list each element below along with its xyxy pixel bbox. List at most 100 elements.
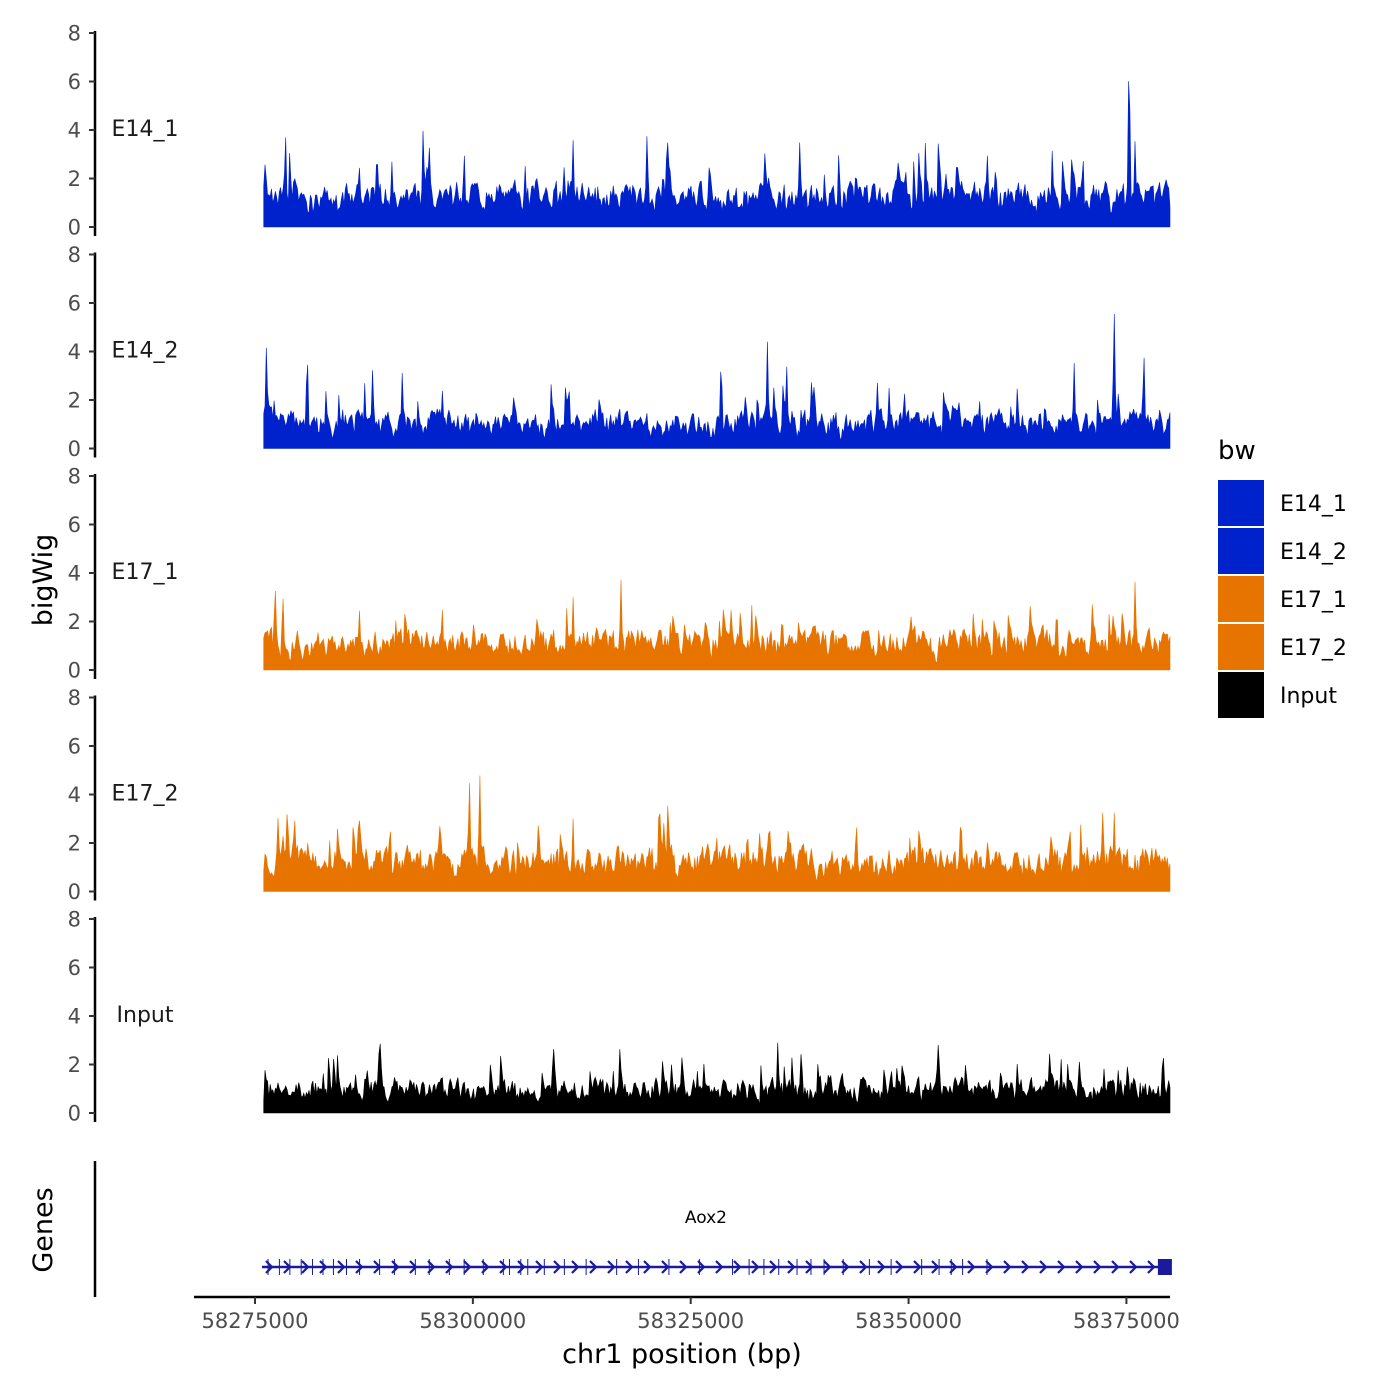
strand-arrow [1129,1260,1138,1274]
y-tick-label: 2 [68,389,81,413]
genes-panel: Aox2 [93,1161,1172,1297]
track-label: E14_2 [112,339,179,364]
strand-arrow [301,1260,310,1274]
legend-label-E14_2: E14_2 [1280,540,1347,565]
legend-label-Input: Input [1280,684,1337,709]
strand-arrow [841,1260,850,1274]
track-E17_1: 0 2 4 6 8 E17_1 [68,465,1171,683]
y-tick-label: 4 [68,119,81,143]
legend-swatch-E14_1 [1218,480,1264,526]
strand-arrow [913,1260,922,1274]
strand-arrow [733,1260,742,1274]
legend: bw E14_1 E14_2 E17_1 E17_2 Input [1218,436,1347,718]
track-E14_2: 0 2 4 6 8 E14_2 [68,243,1171,461]
strand-arrow [1093,1260,1102,1274]
y-tick-label: 2 [68,832,81,856]
legend-label-E17_1: E17_1 [1280,588,1347,613]
strand-arrow [931,1260,940,1274]
y-tick-label: 8 [68,243,81,267]
track-label: E17_1 [112,560,179,585]
strand-arrow [1075,1260,1084,1274]
coverage-area-E14_2 [263,313,1171,449]
strand-arrow [571,1260,580,1274]
track-label: Input [117,1003,174,1028]
terminal-exon [1157,1259,1172,1275]
track-E14_1: 0 2 4 6 8 E14_1 [68,22,1171,240]
y-axis-title: bigWig [28,534,59,627]
x-tick-label: 58350000 [855,1309,962,1333]
strand-arrow [553,1260,562,1274]
y-tick-label: 4 [68,783,81,807]
strand-arrow [463,1260,472,1274]
x-tick-label: 58325000 [637,1309,744,1333]
y-tick-label: 6 [68,735,81,759]
legend-swatch-E14_2 [1218,528,1264,574]
x-axis-title: chr1 position (bp) [562,1339,802,1370]
y-tick-label: 2 [68,1053,81,1077]
y-tick-label: 6 [68,70,81,94]
track-Input: 0 2 4 6 8 Input [68,908,1171,1126]
strand-arrow [805,1260,814,1274]
y-tick-label: 6 [68,956,81,980]
strand-arrow [1147,1260,1156,1274]
strand-arrow [1003,1260,1012,1274]
y-tick-label: 2 [68,167,81,191]
y-tick-label: 4 [68,562,81,586]
genes-axis-title: Genes [28,1187,59,1272]
strand-arrow [409,1260,418,1274]
coverage-area-E17_1 [263,579,1171,671]
y-tick-label: 4 [68,1005,81,1029]
track-label: E14_1 [112,117,179,142]
y-tick-label: 6 [68,292,81,316]
tracks-area: 0 2 4 6 8 E14_1 0 2 4 6 8 E14_2 0 2 4 6 8 E17_1 0 2 4 6 8 E17_2… [68,22,1171,1126]
x-axis: 58275000 58300000 58325000 58350000 58375000 [194,1295,1180,1333]
strand-arrow [1021,1260,1030,1274]
y-tick-label: 8 [68,686,81,710]
strand-arrow [337,1260,346,1274]
strand-arrow [985,1260,994,1274]
x-tick-label: 58275000 [202,1309,309,1333]
strand-arrow [877,1260,886,1274]
legend-swatch-E17_1 [1218,576,1264,622]
legend-label-E17_2: E17_2 [1280,636,1347,661]
y-tick-label: 8 [68,22,81,46]
strand-arrow [481,1260,490,1274]
y-tick-label: 0 [68,1102,81,1126]
y-tick-label: 0 [68,659,81,683]
strand-arrow [859,1260,868,1274]
legend-title: bw [1218,436,1256,466]
legend-label-E14_1: E14_1 [1280,492,1347,517]
coverage-area-E17_2 [263,775,1171,892]
strand-arrow [1111,1260,1120,1274]
gene-name-label: Aox2 [685,1208,727,1228]
strand-arrow [895,1260,904,1274]
strand-arrow [769,1260,778,1274]
strand-arrow [535,1260,544,1274]
strand-arrow [625,1260,634,1274]
strand-arrow [679,1260,688,1274]
strand-arrow [1039,1260,1048,1274]
strand-arrow [319,1260,328,1274]
strand-arrow [661,1260,670,1274]
gene-Aox2: Aox2 [261,1208,1172,1275]
coverage-area-Input [263,1042,1171,1114]
strand-arrow [697,1260,706,1274]
strand-arrow [823,1260,832,1274]
y-tick-label: 0 [68,880,81,904]
strand-arrow [1057,1260,1066,1274]
strand-arrow [715,1260,724,1274]
strand-arrow [355,1260,364,1274]
x-tick-label: 58375000 [1073,1309,1180,1333]
strand-arrow [517,1260,526,1274]
y-tick-label: 0 [68,216,81,240]
strand-arrow [787,1260,796,1274]
x-tick-label: 58300000 [419,1309,526,1333]
strand-arrow [751,1260,760,1274]
legend-swatch-Input [1218,672,1264,718]
strand-arrow [445,1260,454,1274]
y-tick-label: 8 [68,465,81,489]
strand-arrow [427,1260,436,1274]
legend-swatch-E17_2 [1218,624,1264,670]
strand-arrow [643,1260,652,1274]
